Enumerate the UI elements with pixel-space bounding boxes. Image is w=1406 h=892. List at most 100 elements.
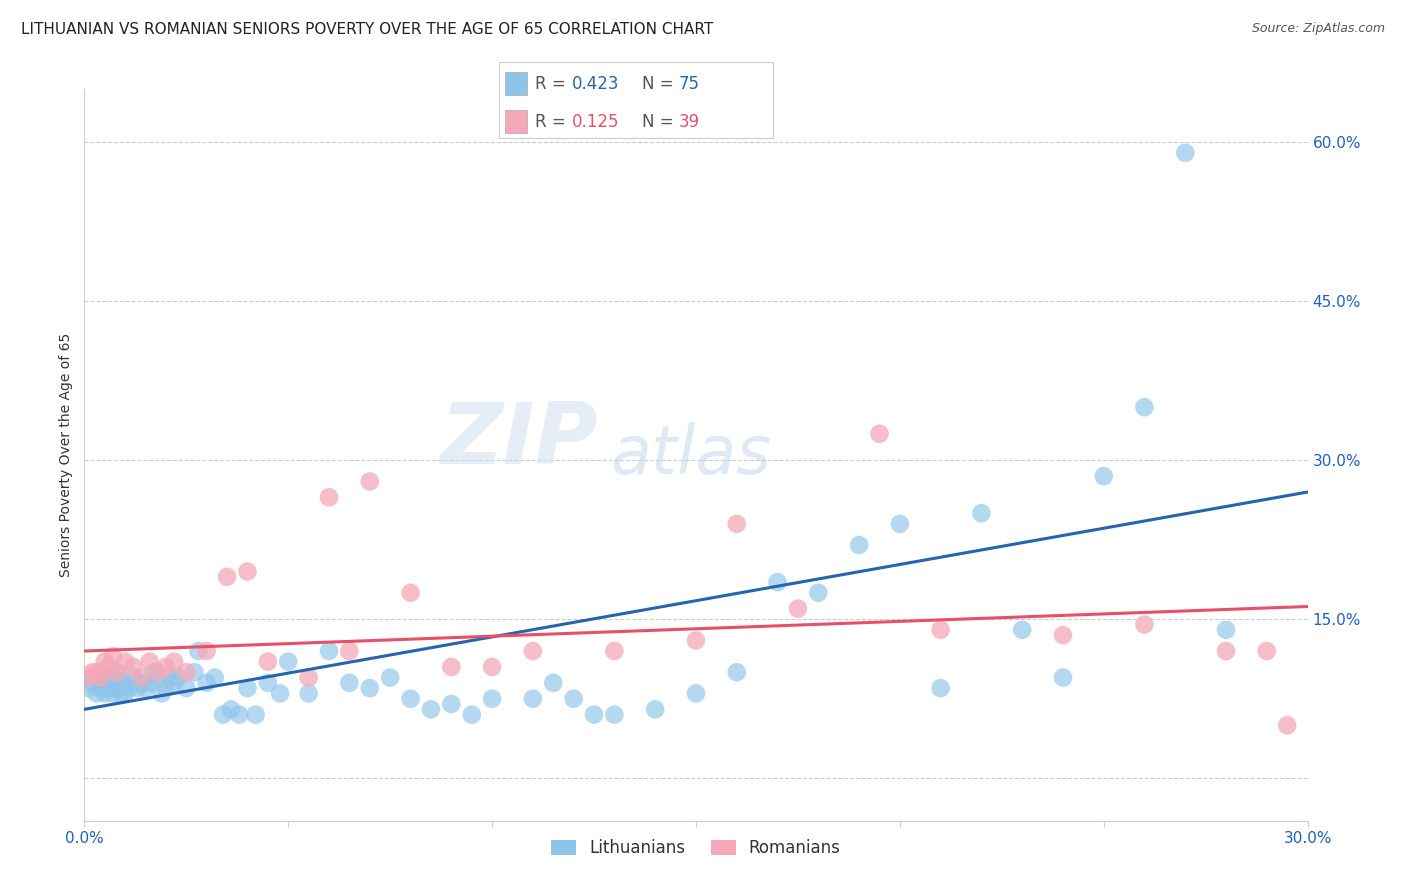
Point <box>481 691 503 706</box>
Point <box>1011 623 1033 637</box>
Point <box>420 702 443 716</box>
Point <box>77 671 100 685</box>
Point <box>807 585 830 599</box>
Point <box>685 686 707 700</box>
Point <box>97 660 120 674</box>
Point <box>766 575 789 590</box>
Point <box>219 702 242 716</box>
Point <box>105 665 128 680</box>
Point <box>970 506 993 520</box>
Point <box>105 665 128 680</box>
Point <box>163 655 186 669</box>
Point <box>86 671 108 685</box>
Point <box>399 585 422 599</box>
Point <box>787 601 810 615</box>
Point <box>461 707 484 722</box>
Text: LITHUANIAN VS ROMANIAN SENIORS POVERTY OVER THE AGE OF 65 CORRELATION CHART: LITHUANIAN VS ROMANIAN SENIORS POVERTY O… <box>21 22 713 37</box>
Text: N =: N = <box>641 112 679 130</box>
Point <box>86 665 108 680</box>
Point <box>481 660 503 674</box>
Point <box>114 676 136 690</box>
Text: 0.423: 0.423 <box>572 75 619 93</box>
Text: Source: ZipAtlas.com: Source: ZipAtlas.com <box>1251 22 1385 36</box>
Point <box>135 681 157 695</box>
Text: N =: N = <box>641 75 679 93</box>
Point <box>1174 145 1197 160</box>
Point <box>82 665 104 680</box>
Point <box>269 686 291 700</box>
Point <box>603 644 626 658</box>
Point <box>236 565 259 579</box>
Point <box>82 676 104 690</box>
Point <box>122 660 145 674</box>
Point <box>163 676 186 690</box>
Point <box>114 686 136 700</box>
Point <box>236 681 259 695</box>
Point <box>183 665 205 680</box>
Point <box>155 660 177 674</box>
Point <box>195 644 218 658</box>
Point <box>339 644 361 658</box>
Point <box>399 691 422 706</box>
Point <box>277 655 299 669</box>
Point <box>725 665 748 680</box>
Point <box>118 681 141 695</box>
Text: atlas: atlas <box>610 422 772 488</box>
Point <box>1277 718 1299 732</box>
Point <box>101 686 124 700</box>
Point <box>77 681 100 695</box>
Point <box>929 681 952 695</box>
Point <box>725 516 748 531</box>
Point <box>522 644 544 658</box>
Point <box>543 676 565 690</box>
Text: 0.125: 0.125 <box>572 112 619 130</box>
Point <box>97 671 120 685</box>
Point <box>359 681 381 695</box>
Point <box>522 691 544 706</box>
Point <box>138 655 160 669</box>
Point <box>187 644 209 658</box>
Point <box>146 665 169 680</box>
Point <box>174 681 197 695</box>
FancyBboxPatch shape <box>505 72 527 95</box>
Point <box>93 676 115 690</box>
Point <box>110 676 132 690</box>
Point <box>105 681 128 695</box>
Text: 75: 75 <box>679 75 700 93</box>
Point <box>562 691 585 706</box>
Point <box>685 633 707 648</box>
Point <box>212 707 235 722</box>
Point <box>440 697 463 711</box>
Point <box>318 491 340 505</box>
Point <box>889 516 911 531</box>
Point <box>131 671 153 685</box>
Text: R =: R = <box>534 75 571 93</box>
Point <box>1133 401 1156 415</box>
Point <box>146 671 169 685</box>
Point <box>929 623 952 637</box>
Point <box>1215 644 1237 658</box>
Point <box>114 655 136 669</box>
Point <box>101 649 124 664</box>
Point <box>257 676 280 690</box>
Point <box>318 644 340 658</box>
Point <box>101 671 124 685</box>
Point <box>90 681 112 695</box>
Point <box>1052 628 1074 642</box>
Point <box>245 707 267 722</box>
Point <box>1092 469 1115 483</box>
Point <box>110 686 132 700</box>
Point <box>167 671 190 685</box>
Point <box>90 671 112 685</box>
Text: 39: 39 <box>679 112 700 130</box>
Point <box>1256 644 1278 658</box>
Point <box>174 665 197 680</box>
Point <box>93 686 115 700</box>
Point <box>583 707 606 722</box>
Point <box>138 676 160 690</box>
Point <box>869 426 891 441</box>
Point <box>440 660 463 674</box>
Point <box>603 707 626 722</box>
FancyBboxPatch shape <box>505 111 527 133</box>
Legend: Lithuanians, Romanians: Lithuanians, Romanians <box>544 832 848 863</box>
